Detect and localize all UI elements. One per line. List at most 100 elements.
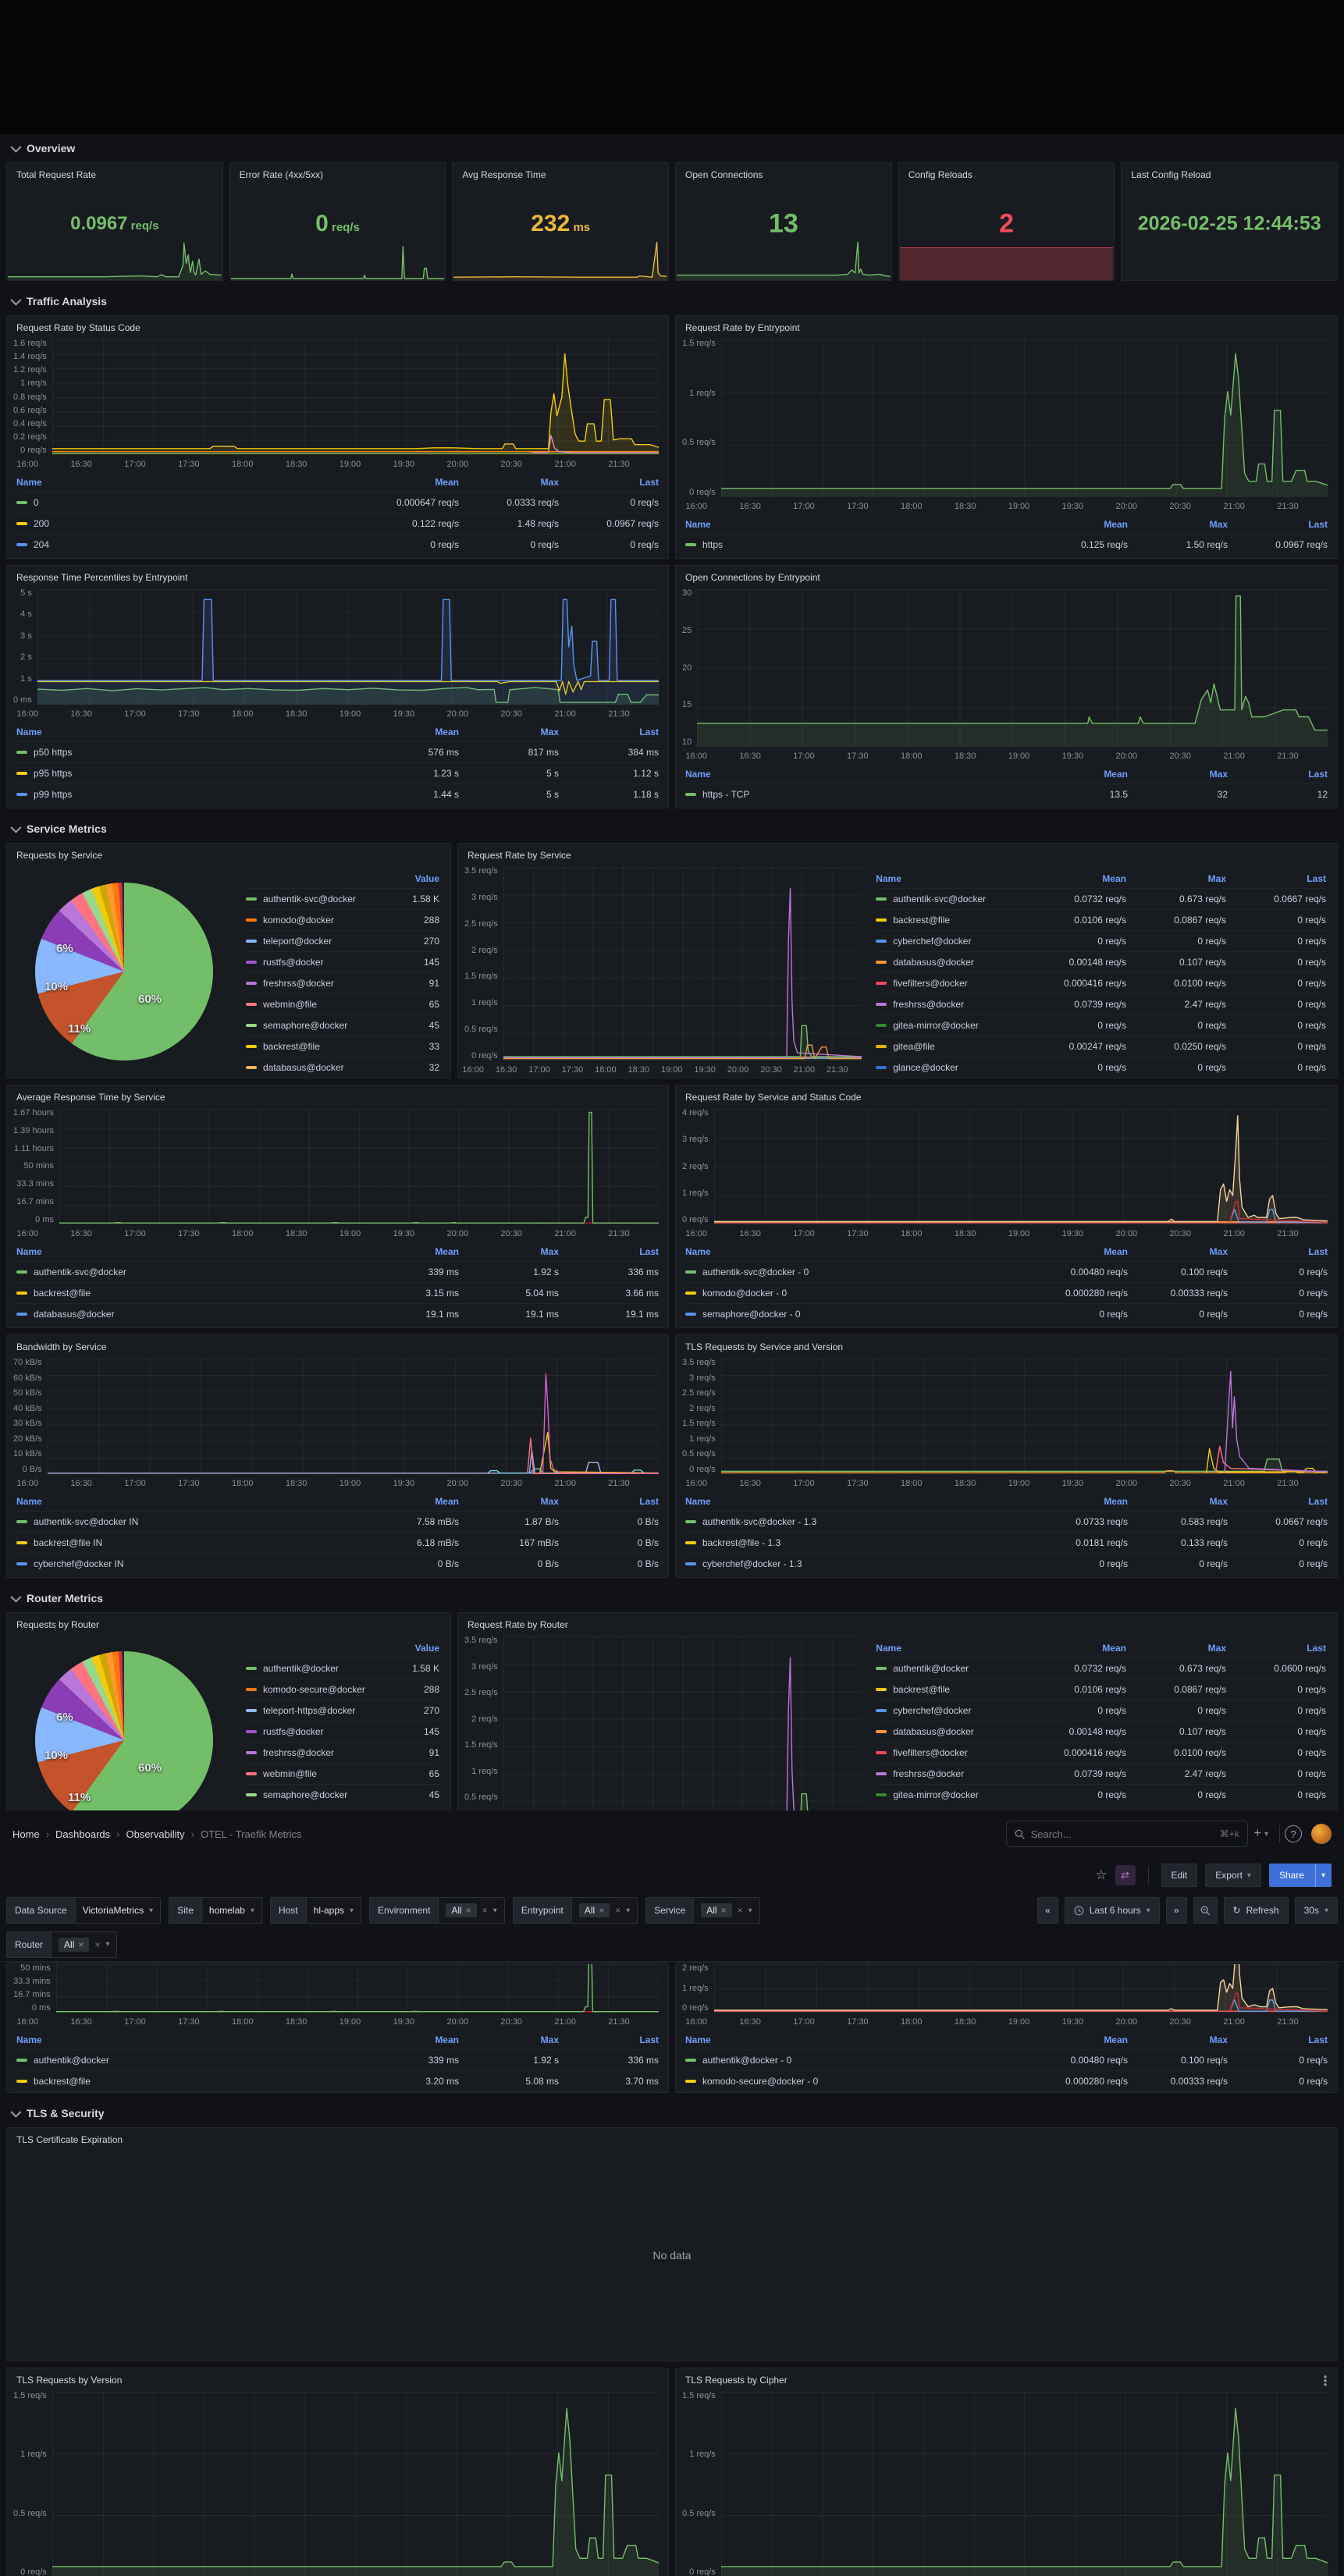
legend-col-mean[interactable]: Mean xyxy=(1104,2034,1128,2045)
stat-title[interactable]: Open Connections xyxy=(685,169,763,180)
legend-series-name[interactable]: backrest@file - 1.3 xyxy=(685,1537,1028,1548)
legend-col-mean[interactable]: Mean xyxy=(435,1495,459,1507)
stat-title[interactable]: Last Config Reload xyxy=(1131,169,1211,180)
legend-series-name[interactable]: semaphore@docker xyxy=(246,1789,377,1800)
legend-col-mean[interactable]: Mean xyxy=(435,2034,459,2045)
legend-col-name[interactable]: Name xyxy=(16,1245,42,1257)
legend-col-max[interactable]: Max xyxy=(1209,1495,1228,1507)
panel-title[interactable]: Requests by Router xyxy=(16,1619,100,1630)
breadcrumb-observability[interactable]: Observability xyxy=(126,1828,185,1840)
legend-col-last[interactable]: Last xyxy=(1308,1245,1328,1257)
legend-series-name[interactable]: 204 xyxy=(16,539,359,550)
filter-router[interactable]: Router All × × ▾ xyxy=(6,1931,118,1958)
legend-col-name[interactable]: Name xyxy=(16,2034,42,2045)
legend-series-name[interactable]: https - TCP xyxy=(685,789,1028,800)
legend-col-mean[interactable]: Mean xyxy=(1102,872,1126,884)
legend-series-name[interactable]: backrest@file xyxy=(16,2076,359,2087)
legend-series-name[interactable]: webmin@file xyxy=(246,999,377,1010)
legend-series-name[interactable]: databasus@docker xyxy=(16,1309,359,1320)
remove-icon[interactable]: × xyxy=(78,1938,84,1950)
legend-col-name[interactable]: Name xyxy=(876,1642,901,1654)
export-button[interactable]: Export ▾ xyxy=(1205,1864,1261,1887)
legend-col-name[interactable]: Name xyxy=(685,1495,711,1507)
panel-title[interactable]: Request Rate by Service xyxy=(468,850,571,861)
star-icon[interactable]: ☆ xyxy=(1095,1867,1108,1882)
filter-chip[interactable]: All × xyxy=(446,1903,477,1917)
legend-series-name[interactable]: freshrss@docker xyxy=(876,999,1026,1010)
legend-series-name[interactable]: 200 xyxy=(16,518,359,529)
legend-col-mean[interactable]: Mean xyxy=(435,476,459,488)
legend-col-last[interactable]: Last xyxy=(1308,768,1328,780)
legend-col-value[interactable]: Value xyxy=(414,872,439,884)
remove-icon[interactable]: × xyxy=(465,1905,471,1916)
legend-col-name[interactable]: Name xyxy=(685,768,711,780)
legend-col-last[interactable]: Last xyxy=(639,726,659,737)
legend-series-name[interactable]: komodo@docker xyxy=(246,915,377,926)
legend-series-name[interactable]: authentik-svc@docker - 0 xyxy=(685,1267,1028,1277)
panel-title[interactable]: Average Response Time by Service xyxy=(16,1092,165,1103)
legend-col-value[interactable]: Value xyxy=(414,1642,439,1654)
filter-chip[interactable]: All × xyxy=(578,1903,610,1917)
clear-icon[interactable]: × xyxy=(94,1938,101,1950)
legend-col-last[interactable]: Last xyxy=(1307,872,1326,884)
legend-series-name[interactable]: authentik-svc@docker xyxy=(876,894,1026,904)
section-header-tls[interactable]: TLS & Security xyxy=(0,2099,1344,2127)
legend-series-name[interactable]: backrest@file xyxy=(16,1288,359,1299)
legend-col-last[interactable]: Last xyxy=(639,1245,659,1257)
legend-series-name[interactable]: authentik-svc@docker IN xyxy=(16,1516,359,1527)
remove-icon[interactable]: × xyxy=(720,1905,727,1916)
legend-col-max[interactable]: Max xyxy=(540,1245,559,1257)
add-button[interactable]: + ▾ xyxy=(1253,1827,1268,1840)
legend-col-last[interactable]: Last xyxy=(1307,1642,1326,1654)
search-input[interactable]: Search... ⌘+k xyxy=(1005,1821,1248,1847)
legend-series-name[interactable]: freshrss@docker xyxy=(246,978,377,989)
pie-chart[interactable] xyxy=(35,1651,213,1810)
legend-series-name[interactable]: komodo-secure@docker - 0 xyxy=(685,2076,1028,2087)
legend-series-name[interactable]: https xyxy=(685,539,1028,550)
clear-icon[interactable]: × xyxy=(615,1905,621,1916)
panel-title[interactable]: Request Rate by Status Code xyxy=(16,322,140,333)
legend-series-name[interactable]: freshrss@docker xyxy=(876,1768,1026,1779)
filter-environment[interactable]: Environment All × × ▾ xyxy=(369,1897,505,1924)
legend-series-name[interactable]: komodo@docker - 0 xyxy=(685,1288,1028,1299)
filter-data-source[interactable]: Data Source VictoriaMetrics ▾ xyxy=(6,1897,162,1924)
panel-title[interactable]: Requests by Service xyxy=(16,850,103,861)
stat-title[interactable]: Config Reloads xyxy=(908,169,972,180)
legend-series-name[interactable]: teleport-https@docker xyxy=(246,1705,377,1716)
panel-title[interactable]: TLS Requests by Service and Version xyxy=(685,1341,844,1352)
legend-series-name[interactable]: backrest@file xyxy=(876,915,1026,926)
legend-col-name[interactable]: Name xyxy=(685,1245,711,1257)
time-range-picker[interactable]: Last 6 hours ▾ xyxy=(1064,1897,1160,1924)
refresh-button[interactable]: ↻ Refresh xyxy=(1223,1897,1289,1924)
legend-col-max[interactable]: Max xyxy=(540,2034,559,2045)
legend-col-max[interactable]: Max xyxy=(1207,872,1226,884)
legend-col-mean[interactable]: Mean xyxy=(1104,1245,1128,1257)
breadcrumb-dashboards[interactable]: Dashboards xyxy=(55,1828,111,1840)
filter-chip[interactable]: All × xyxy=(59,1937,90,1952)
panel-title[interactable]: Bandwidth by Service xyxy=(16,1341,107,1352)
section-header-overview[interactable]: Overview xyxy=(0,134,1344,162)
legend-col-max[interactable]: Max xyxy=(540,476,559,488)
filter-service[interactable]: Service All × × ▾ xyxy=(645,1897,760,1924)
legend-series-name[interactable]: authentik-svc@docker - 1.3 xyxy=(685,1516,1028,1527)
legend-series-name[interactable]: cyberchef@docker xyxy=(876,1705,1026,1716)
legend-col-last[interactable]: Last xyxy=(1308,518,1328,530)
panel-title[interactable]: TLS Certificate Expiration xyxy=(16,2134,123,2145)
legend-series-name[interactable]: backrest@file IN xyxy=(16,1537,359,1548)
pie-chart[interactable] xyxy=(35,883,213,1061)
legend-series-name[interactable]: semaphore@docker xyxy=(246,1020,377,1031)
legend-col-last[interactable]: Last xyxy=(639,476,659,488)
filter-entrypoint[interactable]: Entrypoint All × × ▾ xyxy=(512,1897,638,1924)
legend-series-name[interactable]: gitea-mirror@docker xyxy=(876,1789,1026,1800)
legend-col-last[interactable]: Last xyxy=(639,1495,659,1507)
legend-col-name[interactable]: Name xyxy=(685,2034,711,2045)
legend-col-max[interactable]: Max xyxy=(1209,1245,1228,1257)
help-icon[interactable]: ? xyxy=(1285,1825,1302,1842)
legend-series-name[interactable]: p95 https xyxy=(16,768,359,779)
legend-series-name[interactable]: webmin@file xyxy=(246,1768,377,1779)
panel-title[interactable]: Response Time Percentiles by Entrypoint xyxy=(16,572,188,583)
legend-col-last[interactable]: Last xyxy=(639,2034,659,2045)
section-header-router[interactable]: Router Metrics xyxy=(0,1584,1344,1612)
legend-series-name[interactable]: gitea-mirror@docker xyxy=(876,1020,1026,1031)
stat-title[interactable]: Total Request Rate xyxy=(16,169,97,180)
